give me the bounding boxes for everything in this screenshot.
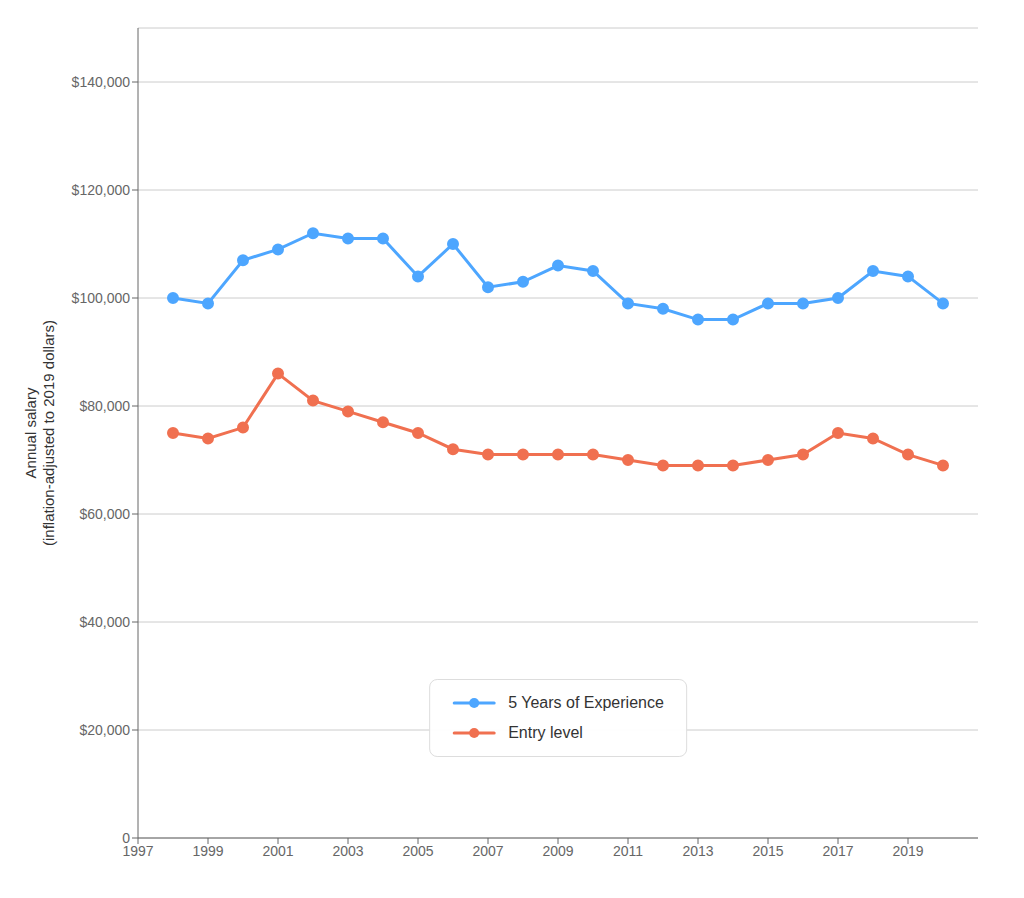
- svg-text:2007: 2007: [472, 843, 503, 859]
- svg-text:1999: 1999: [192, 843, 223, 859]
- svg-text:2019: 2019: [892, 843, 923, 859]
- svg-text:2011: 2011: [613, 843, 643, 859]
- svg-text:$80,000: $80,000: [79, 398, 130, 414]
- svg-text:1997: 1997: [122, 842, 154, 859]
- svg-text:Annual salary(inflation-adjust: Annual salary(inflation-adjusted to 2019…: [22, 320, 57, 546]
- html-text:5 Years of Experience: 5 Years of Experience: [508, 694, 664, 711]
- svg-text:2017: 2017: [822, 843, 853, 859]
- svg-text:2003: 2003: [332, 843, 363, 859]
- svg-text:$140,000: $140,000: [72, 74, 131, 90]
- svg-text:$120,000: $120,000: [72, 182, 131, 198]
- svg-text:2013: 2013: [682, 843, 713, 859]
- svg-text:$60,000: $60,000: [79, 506, 130, 522]
- svg-text:0: 0: [122, 830, 130, 846]
- html-text:Entry level: Entry level: [508, 724, 583, 741]
- svg-text:2009: 2009: [542, 843, 573, 859]
- svg-text:$100,000: $100,000: [72, 290, 131, 306]
- svg-text:2005: 2005: [402, 843, 433, 859]
- svg-text:$40,000: $40,000: [79, 614, 130, 630]
- svg-text:2015: 2015: [752, 843, 783, 859]
- svg-text:$20,000: $20,000: [79, 722, 130, 738]
- svg-text:2001: 2001: [262, 843, 293, 859]
